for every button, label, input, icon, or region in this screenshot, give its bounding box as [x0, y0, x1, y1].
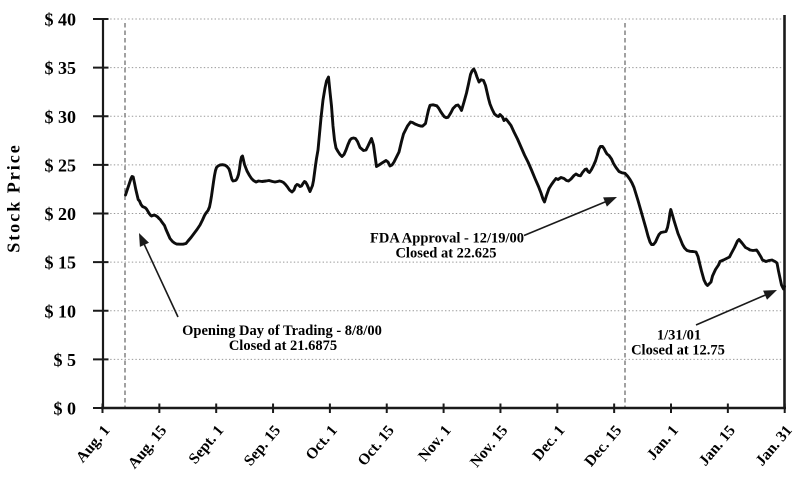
svg-text:Closed at 21.6875: Closed at 21.6875: [229, 338, 337, 354]
svg-text:$ 30: $ 30: [45, 107, 77, 127]
svg-text:Closed at 12.75: Closed at 12.75: [631, 343, 725, 359]
svg-text:Opening Day of Trading - 8/8/0: Opening Day of Trading - 8/8/00: [182, 323, 382, 339]
svg-text:$ 25: $ 25: [45, 155, 77, 175]
svg-text:$ 0: $ 0: [54, 399, 77, 419]
svg-text:$ 5: $ 5: [54, 350, 77, 370]
svg-text:FDA Approval - 12/19/00: FDA Approval - 12/19/00: [370, 231, 524, 247]
svg-text:$ 15: $ 15: [45, 253, 77, 273]
svg-text:$ 20: $ 20: [45, 204, 77, 224]
svg-text:Closed at 22.625: Closed at 22.625: [395, 246, 496, 262]
svg-text:$ 40: $ 40: [45, 10, 77, 30]
svg-text:$ 10: $ 10: [45, 301, 77, 321]
svg-text:1/31/01: 1/31/01: [657, 328, 701, 344]
svg-text:$ 35: $ 35: [45, 58, 77, 78]
svg-text:Stock Price: Stock Price: [4, 143, 24, 252]
